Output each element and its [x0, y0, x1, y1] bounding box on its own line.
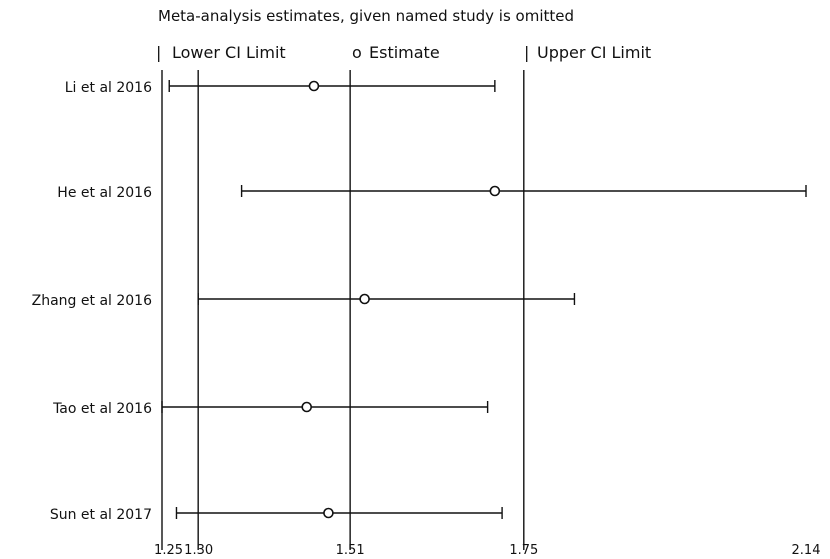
estimate-point	[308, 80, 320, 92]
x-tick-label: 1.75	[509, 543, 538, 558]
study-row: He et al 2016	[57, 185, 807, 201]
x-tick-label: 1.51	[336, 543, 365, 558]
x-axis-ticks: 1.25 1.30 1.51 1.75 2.14	[154, 543, 820, 558]
study-label: Li et al 2016	[65, 80, 152, 96]
estimate-point	[359, 293, 370, 305]
legend-estimate-label: Estimate	[369, 43, 440, 62]
legend: | Lower CI Limit o Estimate | Upper CI L…	[156, 43, 651, 62]
study-label: Tao et al 2016	[52, 401, 152, 417]
study-row: Zhang et al 2016	[32, 293, 576, 309]
estimate-point	[323, 507, 334, 519]
legend-lower-glyph: |	[156, 43, 161, 62]
reference-lines	[161, 70, 525, 550]
study-label: He et al 2016	[57, 185, 152, 201]
legend-lower-label: Lower CI Limit	[172, 43, 286, 62]
study-label: Sun et al 2017	[50, 507, 152, 523]
study-label: Zhang et al 2016	[32, 293, 152, 309]
x-tick-label: 2.14	[792, 543, 821, 558]
estimate-point	[301, 401, 313, 413]
study-row: Tao et al 2016	[52, 401, 489, 417]
study-rows: Li et al 2016 He et al 2016 Zhang et al 20…	[32, 80, 807, 523]
study-row: Sun et al 2017	[50, 507, 503, 523]
legend-estimate-glyph: o	[352, 43, 362, 62]
x-tick-label: 1.25	[154, 543, 183, 558]
x-tick-label: 1.30	[184, 543, 213, 558]
chart-title: Meta-analysis estimates, given named stu…	[158, 7, 574, 25]
legend-upper-glyph: |	[524, 43, 529, 62]
study-row: Li et al 2016	[65, 80, 496, 96]
estimate-point	[489, 185, 501, 197]
legend-upper-label: Upper CI Limit	[537, 43, 651, 62]
